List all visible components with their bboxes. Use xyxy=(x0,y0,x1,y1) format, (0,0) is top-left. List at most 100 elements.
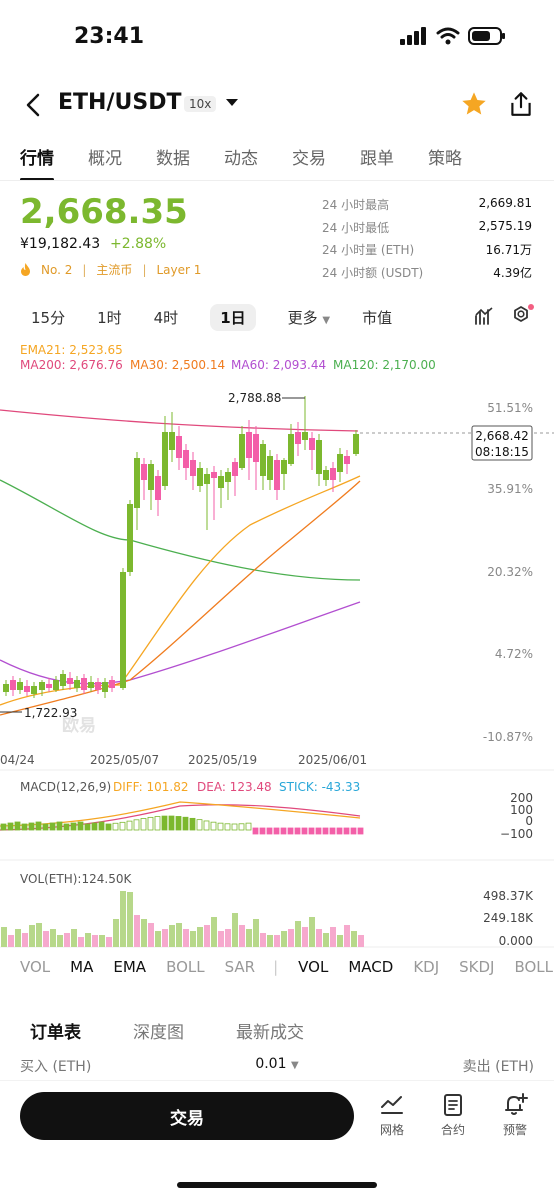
candle-body xyxy=(31,686,37,694)
tab-trades[interactable]: 最新成交 xyxy=(236,1023,304,1043)
vol-bar xyxy=(120,891,126,947)
vol-bar xyxy=(302,927,308,947)
date-label: 04/24 xyxy=(0,753,35,767)
caret-down-icon: ▼ xyxy=(290,1060,299,1071)
tf-4h[interactable]: 4时 xyxy=(153,308,179,327)
candle-body xyxy=(169,432,175,450)
tab-news[interactable]: 动态 xyxy=(224,149,258,169)
candle-body xyxy=(330,468,336,480)
vol-bar xyxy=(176,923,182,947)
tab-copy[interactable]: 跟单 xyxy=(360,149,394,169)
pair-title[interactable]: ETH/USDT xyxy=(58,90,182,115)
price-tag: 2,668.42 xyxy=(475,429,528,443)
last-price: 2,668.35 xyxy=(20,192,188,232)
macd-bar xyxy=(140,818,147,831)
chevron-down-icon[interactable] xyxy=(226,99,238,106)
timeframe-bar: 15分 1时 4时 1日 更多 ▼ 市值 xyxy=(0,302,554,332)
indicator-bar: VOL MA EMA BOLL SAR | VOL MACD KDJ SKDJ … xyxy=(0,958,554,976)
macd-bar xyxy=(77,821,84,831)
candle-body xyxy=(109,680,115,688)
tf-marketcap[interactable]: 市值 xyxy=(362,308,393,327)
candle-body xyxy=(148,464,154,490)
grid-button[interactable]: 网格 xyxy=(367,1092,417,1138)
vol-axis-label: 249.18K xyxy=(483,911,534,925)
tf-15m[interactable]: 15分 xyxy=(31,308,66,327)
candle-body xyxy=(81,678,87,690)
vol-bar xyxy=(92,935,98,947)
macd-bar xyxy=(49,822,56,831)
tf-1h[interactable]: 1时 xyxy=(97,308,122,327)
tab-orderbook[interactable]: 订单表 xyxy=(30,1023,81,1043)
orderbook-tabs: 订单表 深度图 最新成交 xyxy=(30,1018,356,1043)
alert-label: 预警 xyxy=(502,1123,527,1137)
macd-bar xyxy=(161,815,168,831)
flame-icon xyxy=(21,263,30,276)
vol-bar xyxy=(36,923,42,947)
macd-bar xyxy=(0,823,7,831)
grid-label: 网格 xyxy=(379,1123,404,1137)
tf-more[interactable]: 更多 ▼ xyxy=(288,307,331,328)
indicator-icon[interactable] xyxy=(474,306,494,326)
tab-market[interactable]: 行情 xyxy=(20,144,54,181)
tab-depth[interactable]: 深度图 xyxy=(133,1023,184,1043)
vol-bar xyxy=(204,925,210,947)
macd-bar xyxy=(231,823,238,831)
stat-value: 4.39亿 xyxy=(493,265,532,280)
ind-macd[interactable]: MACD xyxy=(348,958,394,976)
contract-button[interactable]: 合约 xyxy=(428,1092,478,1138)
macd-bar xyxy=(252,827,259,835)
macd-axis-label: −100 xyxy=(500,827,533,841)
category-tag[interactable]: 主流币 xyxy=(96,263,133,277)
ind-ema[interactable]: EMA xyxy=(113,958,147,976)
vol-bar xyxy=(15,929,21,947)
macd-bar xyxy=(343,827,350,835)
vol-bar xyxy=(78,937,84,947)
candle-body xyxy=(239,434,245,468)
ind-sub-vol[interactable]: VOL xyxy=(298,958,329,976)
vol-bar xyxy=(64,933,70,947)
ind-boll[interactable]: BOLL xyxy=(166,958,205,976)
tab-strategy[interactable]: 策略 xyxy=(428,149,462,169)
tab-trade[interactable]: 交易 xyxy=(292,149,326,169)
macd-bar xyxy=(329,827,336,835)
vol-bar xyxy=(190,931,196,947)
tab-data[interactable]: 数据 xyxy=(156,149,190,169)
price-axis-label: 35.91% xyxy=(487,482,533,496)
ind-kdj[interactable]: KDJ xyxy=(413,958,440,976)
alert-button[interactable]: 预警 xyxy=(490,1092,540,1138)
share-icon[interactable] xyxy=(508,90,534,118)
precision-value: 0.01 xyxy=(255,1056,287,1072)
macd-bar xyxy=(84,823,91,831)
candle-body xyxy=(344,456,350,464)
precision-select[interactable]: 0.01 ▼ xyxy=(255,1056,298,1076)
macd-diff-line xyxy=(0,801,361,827)
trade-button[interactable]: 交易 xyxy=(20,1092,354,1140)
macd-bar xyxy=(35,821,42,831)
ind-vol[interactable]: VOL xyxy=(20,958,51,976)
layer-tag[interactable]: Layer 1 xyxy=(156,262,202,277)
vol-bar xyxy=(225,929,231,947)
tag-separator: | xyxy=(142,262,147,277)
star-icon[interactable] xyxy=(460,90,488,118)
candle-body xyxy=(218,476,224,488)
macd-bar xyxy=(294,827,301,835)
vol-bar xyxy=(239,925,245,947)
high-label: 2,788.88 xyxy=(228,391,281,405)
tab-overview[interactable]: 概况 xyxy=(88,149,122,169)
ind-sub-boll[interactable]: BOLL xyxy=(514,958,554,976)
vol-bar xyxy=(211,917,217,947)
ind-ma[interactable]: MA xyxy=(70,958,94,976)
ind-skdj[interactable]: SKDJ xyxy=(459,958,495,976)
rank-tag[interactable]: No. 2 xyxy=(41,262,73,277)
settings-icon[interactable] xyxy=(510,304,536,328)
candle-body xyxy=(267,456,273,480)
candle-body xyxy=(53,680,59,690)
signal-icon xyxy=(400,27,426,45)
tf-1d[interactable]: 1日 xyxy=(210,303,256,331)
macd-bar xyxy=(196,819,203,831)
ma30-legend: MA30: 2,500.14 xyxy=(130,358,225,372)
back-icon[interactable] xyxy=(22,92,46,118)
candle-body xyxy=(17,682,23,690)
ind-sar[interactable]: SAR xyxy=(224,958,256,976)
